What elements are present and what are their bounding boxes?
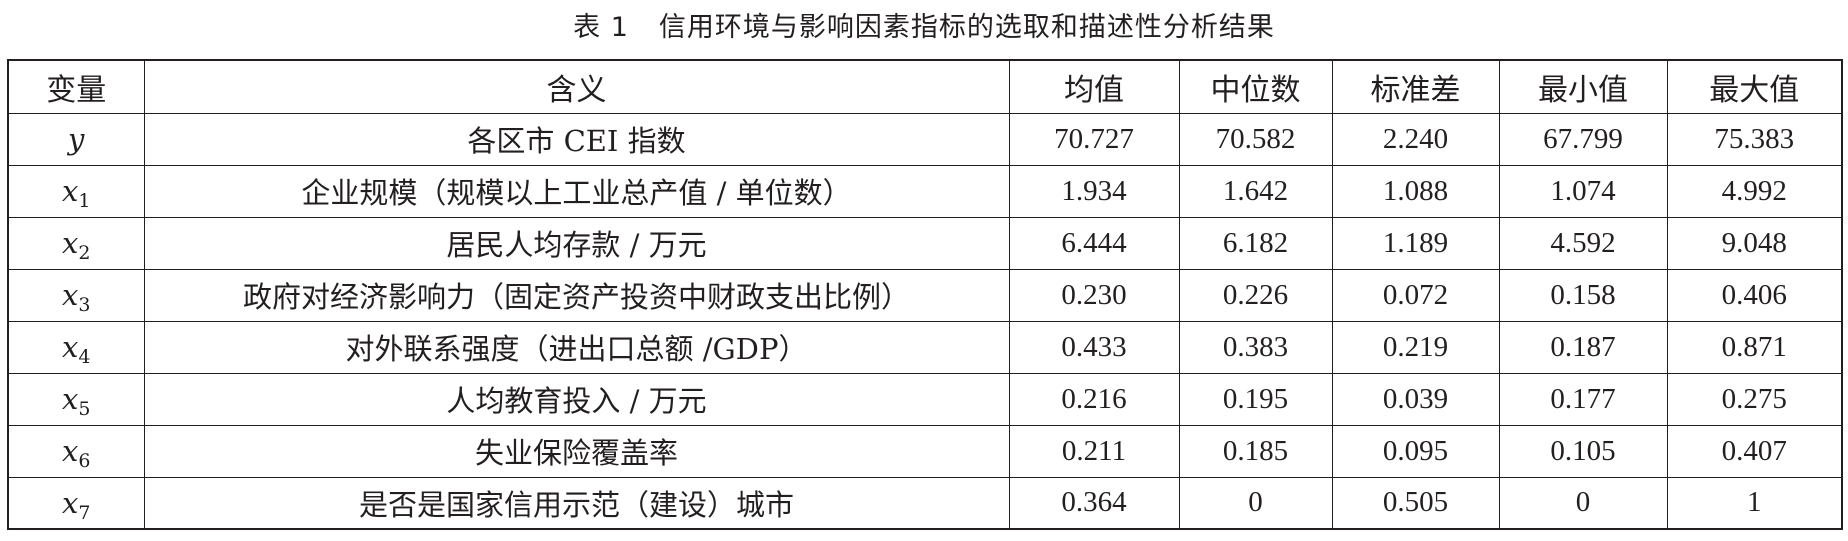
min-cell: 67.799 bbox=[1498, 112, 1668, 166]
header-meaning: 含义 bbox=[143, 59, 1010, 114]
variable-symbol: x1 bbox=[62, 174, 91, 212]
std-cell: 1.189 bbox=[1331, 216, 1500, 270]
variable-cell: x3 bbox=[7, 268, 145, 322]
max-cell: 4.992 bbox=[1666, 164, 1843, 218]
header-max: 最大值 bbox=[1666, 59, 1843, 114]
meaning-cell: 失业保险覆盖率 bbox=[143, 424, 1010, 478]
mean-cell: 0.364 bbox=[1008, 476, 1180, 530]
mean-cell: 0.211 bbox=[1008, 424, 1180, 478]
variable-cell: x4 bbox=[7, 320, 145, 374]
table-row: x5 人均教育投入 / 万元 0.216 0.195 0.039 0.177 0.275 bbox=[7, 372, 1843, 426]
header-mean: 均值 bbox=[1008, 59, 1180, 114]
variable-subscript: 1 bbox=[78, 190, 91, 212]
meaning-cell: 对外联系强度（进出口总额 /GDP） bbox=[143, 320, 1010, 374]
variable-subscript: 5 bbox=[78, 398, 91, 420]
median-cell: 6.182 bbox=[1178, 216, 1333, 270]
max-cell: 9.048 bbox=[1666, 216, 1843, 270]
variable-cell: x1 bbox=[7, 164, 145, 218]
table-row: x7 是否是国家信用示范（建设）城市 0.364 0 0.505 0 1 bbox=[7, 476, 1843, 530]
table-title: 信用环境与影响因素指标的选取和描述性分析结果 bbox=[658, 12, 1275, 43]
variable-cell: y bbox=[7, 112, 145, 166]
min-cell: 0.105 bbox=[1498, 424, 1668, 478]
median-cell: 1.642 bbox=[1178, 164, 1333, 218]
meaning-cell: 人均教育投入 / 万元 bbox=[143, 372, 1010, 426]
min-cell: 0.158 bbox=[1498, 268, 1668, 322]
table-row: x4 对外联系强度（进出口总额 /GDP） 0.433 0.383 0.219 0.187… bbox=[7, 320, 1843, 374]
table-row: x6 失业保险覆盖率 0.211 0.185 0.095 0.105 0.407 bbox=[7, 424, 1843, 478]
meaning-cell: 居民人均存款 / 万元 bbox=[143, 216, 1010, 270]
variable-symbol: x3 bbox=[62, 278, 91, 316]
variable-symbol: x7 bbox=[62, 485, 91, 524]
median-cell: 70.582 bbox=[1178, 112, 1333, 166]
variable-subscript: 2 bbox=[78, 242, 91, 264]
table-body: y 各区市 CEI 指数 70.727 70.582 2.240 67.799 75.383… bbox=[7, 112, 1843, 530]
mean-cell: 70.727 bbox=[1008, 112, 1180, 166]
variable-cell: x5 bbox=[7, 372, 145, 426]
table-row: x3 政府对经济影响力（固定资产投资中财政支出比例） 0.230 0.226 0.072… bbox=[7, 268, 1843, 322]
median-cell: 0.226 bbox=[1178, 268, 1333, 322]
max-cell: 0.406 bbox=[1666, 268, 1843, 322]
std-cell: 2.240 bbox=[1331, 112, 1500, 166]
mean-cell: 1.934 bbox=[1008, 164, 1180, 218]
meaning-cell: 是否是国家信用示范（建设）城市 bbox=[143, 476, 1010, 530]
variable-subscript: 4 bbox=[78, 346, 91, 368]
variable-cell: x2 bbox=[7, 216, 145, 270]
min-cell: 0.177 bbox=[1498, 372, 1668, 426]
variable-cell: x7 bbox=[7, 476, 145, 530]
header-std: 标准差 bbox=[1331, 59, 1500, 114]
max-cell: 0.871 bbox=[1666, 320, 1843, 374]
header-variable: 变量 bbox=[7, 59, 145, 114]
table-row: x2 居民人均存款 / 万元 6.444 6.182 1.189 4.592 9.048 bbox=[7, 216, 1843, 270]
table-row: y 各区市 CEI 指数 70.727 70.582 2.240 67.799 75.383 bbox=[7, 112, 1843, 166]
std-cell: 0.219 bbox=[1331, 320, 1500, 374]
table-caption: 表 1 信用环境与影响因素指标的选取和描述性分析结果 bbox=[0, 8, 1848, 48]
min-cell: 4.592 bbox=[1498, 216, 1668, 270]
variable-subscript: 3 bbox=[78, 294, 91, 316]
variable-subscript: 7 bbox=[78, 501, 91, 524]
std-cell: 1.088 bbox=[1331, 164, 1500, 218]
variable-symbol: x5 bbox=[62, 382, 91, 420]
descriptive-stats-table: 变量 含义 均值 中位数 标准差 最小值 最大值 y 各区市 CEI 指数 70.7… bbox=[7, 59, 1843, 530]
median-cell: 0.185 bbox=[1178, 424, 1333, 478]
header-row: 变量 含义 均值 中位数 标准差 最小值 最大值 bbox=[7, 59, 1843, 114]
meaning-cell: 企业规模（规模以上工业总产值 / 单位数） bbox=[143, 164, 1010, 218]
variable-symbol: x6 bbox=[62, 434, 91, 472]
std-cell: 0.039 bbox=[1331, 372, 1500, 426]
variable-cell: x6 bbox=[7, 424, 145, 478]
mean-cell: 0.230 bbox=[1008, 268, 1180, 322]
max-cell: 75.383 bbox=[1666, 112, 1843, 166]
mean-cell: 0.433 bbox=[1008, 320, 1180, 374]
median-cell: 0 bbox=[1178, 476, 1333, 530]
header-median: 中位数 bbox=[1178, 59, 1333, 114]
table-number: 表 1 bbox=[573, 12, 629, 43]
max-cell: 0.275 bbox=[1666, 372, 1843, 426]
median-cell: 0.383 bbox=[1178, 320, 1333, 374]
median-cell: 0.195 bbox=[1178, 372, 1333, 426]
max-cell: 0.407 bbox=[1666, 424, 1843, 478]
variable-symbol: x4 bbox=[62, 330, 91, 368]
variable-symbol: y bbox=[68, 122, 85, 156]
header-min: 最小值 bbox=[1498, 59, 1668, 114]
mean-cell: 0.216 bbox=[1008, 372, 1180, 426]
std-cell: 0.505 bbox=[1331, 476, 1500, 530]
mean-cell: 6.444 bbox=[1008, 216, 1180, 270]
min-cell: 0 bbox=[1498, 476, 1668, 530]
min-cell: 1.074 bbox=[1498, 164, 1668, 218]
meaning-cell: 各区市 CEI 指数 bbox=[143, 112, 1010, 166]
std-cell: 0.095 bbox=[1331, 424, 1500, 478]
meaning-cell: 政府对经济影响力（固定资产投资中财政支出比例） bbox=[143, 268, 1010, 322]
variable-symbol: x2 bbox=[62, 226, 91, 264]
variable-subscript: 6 bbox=[78, 450, 91, 472]
max-cell: 1 bbox=[1666, 476, 1843, 530]
std-cell: 0.072 bbox=[1331, 268, 1500, 322]
table-row: x1 企业规模（规模以上工业总产值 / 单位数） 1.934 1.642 1.088 1.… bbox=[7, 164, 1843, 218]
min-cell: 0.187 bbox=[1498, 320, 1668, 374]
